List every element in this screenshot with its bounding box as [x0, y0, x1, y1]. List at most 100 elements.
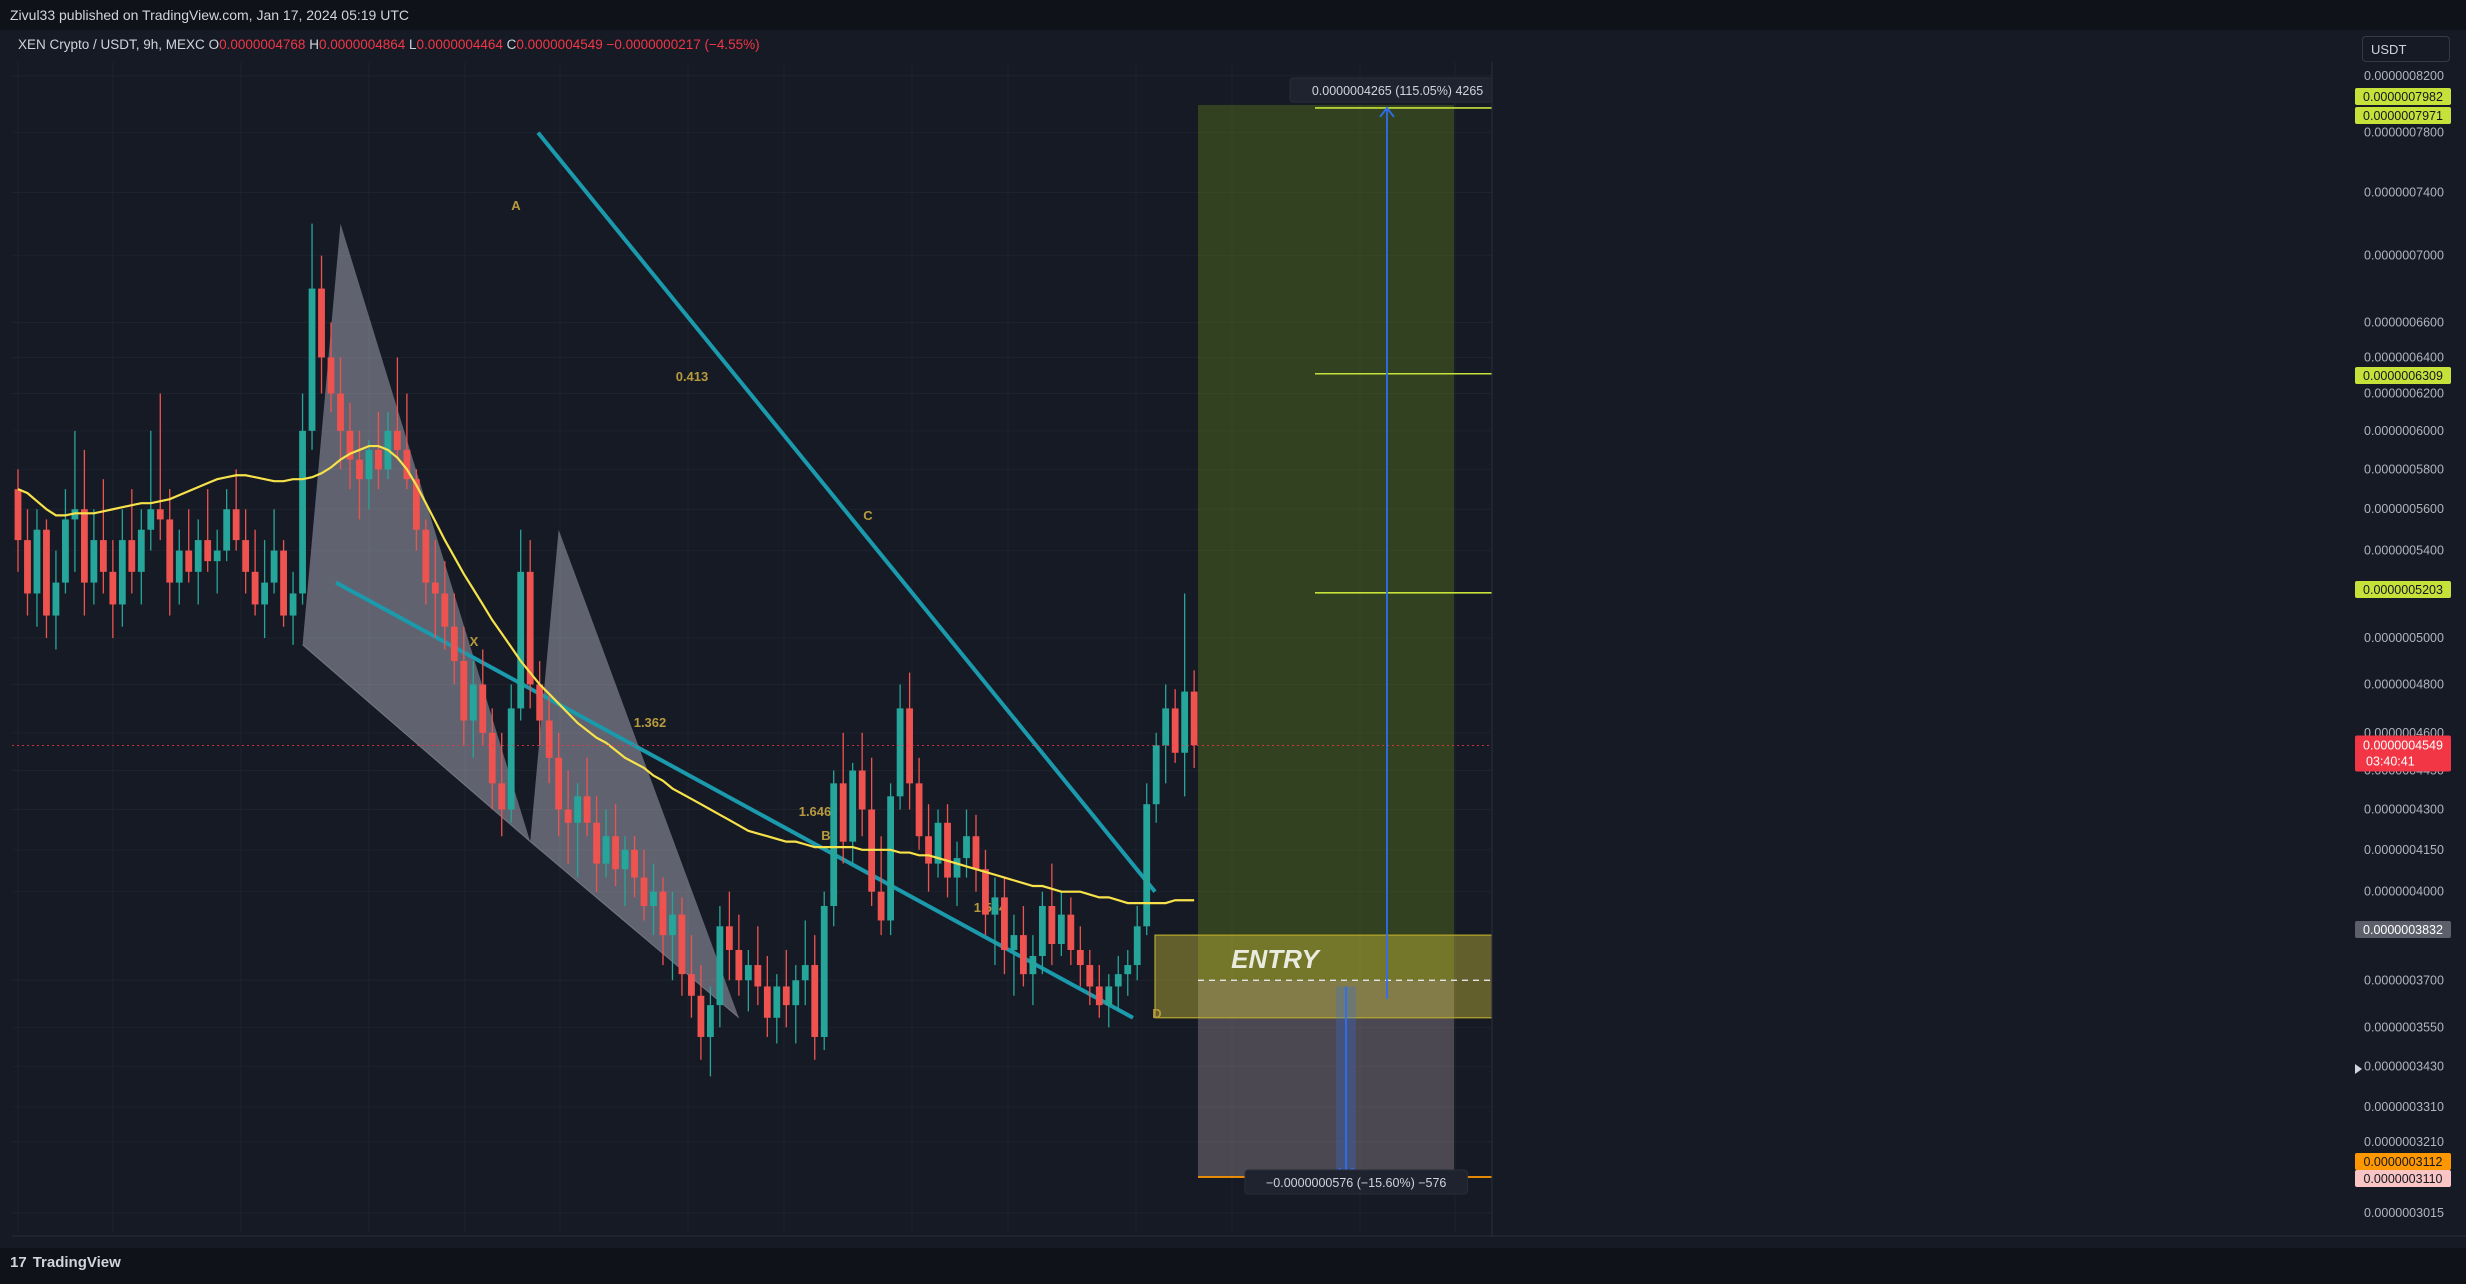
candle-body	[450, 626, 458, 662]
candle-body	[688, 974, 695, 996]
candle-body	[659, 891, 667, 936]
candle-body	[754, 965, 762, 987]
symbol-name[interactable]: XEN Crypto / USDT, 9h, MEXC	[18, 37, 205, 52]
price-tick-label: 0.0000003550	[2364, 1020, 2444, 1034]
tradingview-logo-icon: 17	[10, 1254, 27, 1271]
candle-body	[62, 519, 69, 583]
price-badge-label: 0.0000007982	[2363, 90, 2443, 104]
candle-body	[308, 288, 316, 431]
price-axis-bg	[1492, 62, 2466, 1237]
candle-body	[1133, 926, 1141, 966]
price-tick-label: 0.0000005000	[2364, 631, 2444, 645]
candle-body	[441, 593, 449, 627]
candle-body	[137, 529, 145, 572]
price-badge	[2355, 1153, 2451, 1170]
candle-body	[801, 965, 809, 981]
price-tick-label: 0.0000004800	[2364, 677, 2444, 691]
tradingview-logo[interactable]: 17 TradingView	[10, 1254, 121, 1271]
price-tick-label: 0.0000004300	[2364, 802, 2444, 816]
candle-body	[213, 550, 221, 562]
price-tick-label: 0.0000003210	[2364, 1135, 2444, 1149]
pattern-label: 0.413	[676, 369, 709, 384]
candle-body	[1038, 905, 1046, 956]
price-badge-label: 0.0000003112	[2363, 1155, 2442, 1169]
currency-selector[interactable]: USDT	[2362, 36, 2450, 62]
candle-body	[147, 509, 155, 530]
candle-body	[612, 836, 619, 870]
pattern-label: X	[470, 634, 479, 649]
candle-body	[80, 509, 88, 583]
price-tick-label: 0.0000003700	[2364, 973, 2444, 987]
price-badge	[2355, 88, 2451, 105]
candle-body	[735, 949, 743, 981]
candle-body	[906, 708, 913, 784]
candle-body	[858, 770, 866, 810]
candle-body	[707, 1005, 714, 1037]
candle-body	[469, 684, 477, 721]
pattern-label: B	[821, 828, 830, 843]
price-badge-label: 0.0000007971	[2363, 109, 2443, 123]
last-price-label: 0.0000004549	[2363, 738, 2443, 752]
price-tick-label: 0.0000007400	[2364, 185, 2444, 199]
pattern-label: 1.362	[634, 715, 667, 730]
candle-body	[118, 540, 126, 605]
candle-body	[14, 489, 22, 541]
candle-body	[602, 836, 610, 864]
candle-body	[744, 965, 752, 981]
price-badge-label: 0.0000005203	[2363, 583, 2443, 597]
pattern-triangle-bcd	[530, 529, 739, 1018]
price-badge-label: 0.0000003110	[2363, 1172, 2442, 1186]
candle-body	[488, 732, 496, 784]
candle-body	[678, 914, 686, 975]
candle-body	[318, 288, 325, 358]
price-tick-label: 0.0000003310	[2364, 1100, 2444, 1114]
price-change: −0.0000000217 (−4.55%)	[606, 37, 760, 52]
candle-body	[223, 509, 231, 551]
candle-body	[166, 519, 174, 583]
candle-body	[346, 430, 354, 460]
price-badge	[2355, 367, 2451, 384]
ohlc-value: 0.0000004768	[219, 37, 306, 52]
candle-body	[337, 393, 344, 431]
candle-body	[811, 965, 819, 1037]
candle-body	[327, 357, 335, 394]
candle-body	[925, 836, 932, 864]
candle-body	[356, 459, 363, 480]
candle-body	[242, 540, 250, 572]
candle-body	[1086, 965, 1094, 987]
candle-body	[697, 995, 705, 1037]
price-tick-label: 0.0000005800	[2364, 462, 2444, 476]
axis-scroll-icon	[2355, 1064, 2362, 1074]
ohlc-value: 0.0000004549	[516, 37, 603, 52]
candle-body	[431, 582, 439, 594]
price-badge	[2355, 107, 2451, 124]
candle-body	[185, 550, 193, 572]
price-tick-label: 0.0000006600	[2364, 315, 2444, 329]
candle-body	[1010, 935, 1018, 950]
countdown-label: 03:40:41	[2366, 754, 2415, 768]
candle-body	[1162, 708, 1170, 746]
candle-body	[289, 593, 297, 616]
candle-body	[896, 708, 904, 797]
candle-body	[365, 449, 373, 480]
measure-label: −0.0000000576 (−15.60%) −576	[1266, 1176, 1446, 1190]
candle-body	[412, 479, 420, 530]
candle-body	[517, 571, 525, 709]
candle-body	[498, 783, 506, 810]
candle-body	[650, 891, 657, 906]
stop-loss-zone	[1198, 980, 1454, 1178]
pattern-label: D	[1152, 1006, 1161, 1021]
candle-body	[1067, 914, 1075, 950]
candle-body	[422, 529, 430, 583]
moving-average-line	[17, 444, 1195, 905]
price-badge	[2355, 1170, 2451, 1187]
candle-body	[280, 550, 287, 616]
price-tick-label: 0.0000004000	[2364, 885, 2444, 899]
pattern-label: 1.646	[799, 804, 832, 819]
candle-body	[839, 783, 847, 842]
candle-body	[725, 926, 733, 950]
pattern-link-bd	[529, 841, 740, 1019]
published-header: Zivul33 published on TradingView.com, Ja…	[0, 0, 2466, 30]
candle-body	[953, 858, 961, 878]
